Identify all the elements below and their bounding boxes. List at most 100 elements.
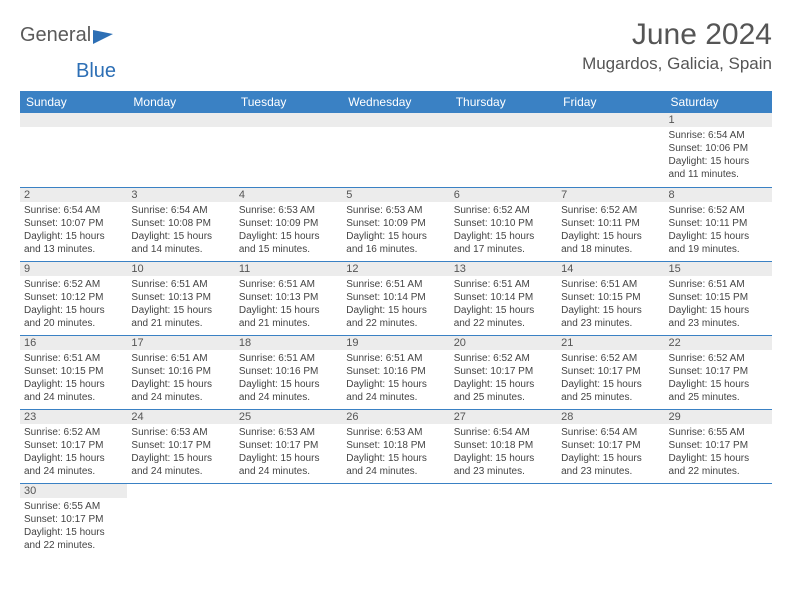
day-number: 9 (20, 262, 127, 276)
day-number: 6 (450, 188, 557, 202)
calendar-day-cell (127, 483, 234, 557)
calendar-day-cell: 25Sunrise: 6:53 AMSunset: 10:17 PMDaylig… (235, 409, 342, 483)
calendar-day-cell: 4Sunrise: 6:53 AMSunset: 10:09 PMDayligh… (235, 187, 342, 261)
sunset-text: Sunset: 10:15 PM (24, 365, 123, 378)
sunset-text: Sunset: 10:09 PM (239, 217, 338, 230)
weekday-header: Thursday (450, 91, 557, 113)
calendar-day-cell: 9Sunrise: 6:52 AMSunset: 10:12 PMDayligh… (20, 261, 127, 335)
weekday-header: Monday (127, 91, 234, 113)
weekday-header: Wednesday (342, 91, 449, 113)
calendar-day-cell: 21Sunrise: 6:52 AMSunset: 10:17 PMDaylig… (557, 335, 664, 409)
sunset-text: Sunset: 10:07 PM (24, 217, 123, 230)
calendar-day-cell: 26Sunrise: 6:53 AMSunset: 10:18 PMDaylig… (342, 409, 449, 483)
day-number: 8 (665, 188, 772, 202)
daylight-text: Daylight: 15 hours and 24 minutes. (24, 378, 123, 404)
sunrise-text: Sunrise: 6:53 AM (239, 426, 338, 439)
sunrise-text: Sunrise: 6:54 AM (561, 426, 660, 439)
daylight-text: Daylight: 15 hours and 24 minutes. (346, 378, 445, 404)
sunset-text: Sunset: 10:17 PM (454, 365, 553, 378)
sunset-text: Sunset: 10:17 PM (131, 439, 230, 452)
day-number: 30 (20, 484, 127, 498)
daylight-text: Daylight: 15 hours and 23 minutes. (669, 304, 768, 330)
calendar-day-cell: 30Sunrise: 6:55 AMSunset: 10:17 PMDaylig… (20, 483, 127, 557)
day-number: 11 (235, 262, 342, 276)
day-details: Sunrise: 6:54 AMSunset: 10:17 PMDaylight… (557, 424, 664, 480)
daylight-text: Daylight: 15 hours and 22 minutes. (669, 452, 768, 478)
sunrise-text: Sunrise: 6:51 AM (24, 352, 123, 365)
sunrise-text: Sunrise: 6:51 AM (454, 278, 553, 291)
calendar-day-cell: 13Sunrise: 6:51 AMSunset: 10:14 PMDaylig… (450, 261, 557, 335)
sunrise-text: Sunrise: 6:52 AM (24, 426, 123, 439)
day-details: Sunrise: 6:52 AMSunset: 10:11 PMDaylight… (665, 202, 772, 258)
sunrise-text: Sunrise: 6:52 AM (454, 204, 553, 217)
day-number: 28 (557, 410, 664, 424)
daylight-text: Daylight: 15 hours and 20 minutes. (24, 304, 123, 330)
day-details: Sunrise: 6:51 AMSunset: 10:13 PMDaylight… (235, 276, 342, 332)
daylight-text: Daylight: 15 hours and 16 minutes. (346, 230, 445, 256)
daylight-text: Daylight: 15 hours and 24 minutes. (131, 378, 230, 404)
brand-name-2: Blue (76, 60, 116, 82)
empty-day-header (20, 113, 127, 127)
sunrise-text: Sunrise: 6:54 AM (24, 204, 123, 217)
sunrise-text: Sunrise: 6:55 AM (669, 426, 768, 439)
day-number: 12 (342, 262, 449, 276)
calendar-day-cell (557, 113, 664, 187)
calendar-week-row: 9Sunrise: 6:52 AMSunset: 10:12 PMDayligh… (20, 261, 772, 335)
day-details: Sunrise: 6:53 AMSunset: 10:09 PMDaylight… (342, 202, 449, 258)
calendar-day-cell: 17Sunrise: 6:51 AMSunset: 10:16 PMDaylig… (127, 335, 234, 409)
calendar-day-cell: 20Sunrise: 6:52 AMSunset: 10:17 PMDaylig… (450, 335, 557, 409)
sunset-text: Sunset: 10:13 PM (131, 291, 230, 304)
sunrise-text: Sunrise: 6:55 AM (24, 500, 123, 513)
calendar-day-cell (235, 483, 342, 557)
sunset-text: Sunset: 10:16 PM (239, 365, 338, 378)
day-details: Sunrise: 6:51 AMSunset: 10:14 PMDaylight… (342, 276, 449, 332)
sunset-text: Sunset: 10:17 PM (561, 439, 660, 452)
calendar-day-cell (235, 113, 342, 187)
daylight-text: Daylight: 15 hours and 17 minutes. (454, 230, 553, 256)
day-number: 16 (20, 336, 127, 350)
empty-day-header (235, 113, 342, 127)
empty-day-header (127, 113, 234, 127)
weekday-header: Sunday (20, 91, 127, 113)
daylight-text: Daylight: 15 hours and 22 minutes. (454, 304, 553, 330)
calendar-day-cell (20, 113, 127, 187)
sunrise-text: Sunrise: 6:54 AM (454, 426, 553, 439)
day-number: 24 (127, 410, 234, 424)
day-number: 27 (450, 410, 557, 424)
sunset-text: Sunset: 10:17 PM (669, 439, 768, 452)
day-details: Sunrise: 6:51 AMSunset: 10:14 PMDaylight… (450, 276, 557, 332)
sunset-text: Sunset: 10:15 PM (669, 291, 768, 304)
calendar-day-cell: 12Sunrise: 6:51 AMSunset: 10:14 PMDaylig… (342, 261, 449, 335)
calendar-day-cell: 18Sunrise: 6:51 AMSunset: 10:16 PMDaylig… (235, 335, 342, 409)
daylight-text: Daylight: 15 hours and 24 minutes. (346, 452, 445, 478)
sunset-text: Sunset: 10:14 PM (346, 291, 445, 304)
calendar-day-cell: 15Sunrise: 6:51 AMSunset: 10:15 PMDaylig… (665, 261, 772, 335)
day-details: Sunrise: 6:51 AMSunset: 10:13 PMDaylight… (127, 276, 234, 332)
calendar-body: 1Sunrise: 6:54 AMSunset: 10:06 PMDayligh… (20, 113, 772, 557)
daylight-text: Daylight: 15 hours and 25 minutes. (669, 378, 768, 404)
sunset-text: Sunset: 10:17 PM (24, 513, 123, 526)
day-number: 13 (450, 262, 557, 276)
month-title: June 2024 (582, 18, 772, 52)
sunrise-text: Sunrise: 6:51 AM (346, 352, 445, 365)
day-number: 7 (557, 188, 664, 202)
sunset-text: Sunset: 10:16 PM (131, 365, 230, 378)
sunrise-text: Sunrise: 6:52 AM (454, 352, 553, 365)
sunset-text: Sunset: 10:12 PM (24, 291, 123, 304)
daylight-text: Daylight: 15 hours and 14 minutes. (131, 230, 230, 256)
day-details: Sunrise: 6:52 AMSunset: 10:11 PMDaylight… (557, 202, 664, 258)
calendar-day-cell: 7Sunrise: 6:52 AMSunset: 10:11 PMDayligh… (557, 187, 664, 261)
day-details: Sunrise: 6:52 AMSunset: 10:17 PMDaylight… (20, 424, 127, 480)
day-number: 23 (20, 410, 127, 424)
day-details: Sunrise: 6:54 AMSunset: 10:07 PMDaylight… (20, 202, 127, 258)
calendar-day-cell: 27Sunrise: 6:54 AMSunset: 10:18 PMDaylig… (450, 409, 557, 483)
calendar-day-cell: 19Sunrise: 6:51 AMSunset: 10:16 PMDaylig… (342, 335, 449, 409)
weekday-header: Tuesday (235, 91, 342, 113)
calendar-day-cell (450, 113, 557, 187)
daylight-text: Daylight: 15 hours and 24 minutes. (239, 378, 338, 404)
day-number: 20 (450, 336, 557, 350)
day-number: 1 (665, 113, 772, 127)
day-details: Sunrise: 6:51 AMSunset: 10:16 PMDaylight… (235, 350, 342, 406)
calendar-week-row: 16Sunrise: 6:51 AMSunset: 10:15 PMDaylig… (20, 335, 772, 409)
day-number: 4 (235, 188, 342, 202)
